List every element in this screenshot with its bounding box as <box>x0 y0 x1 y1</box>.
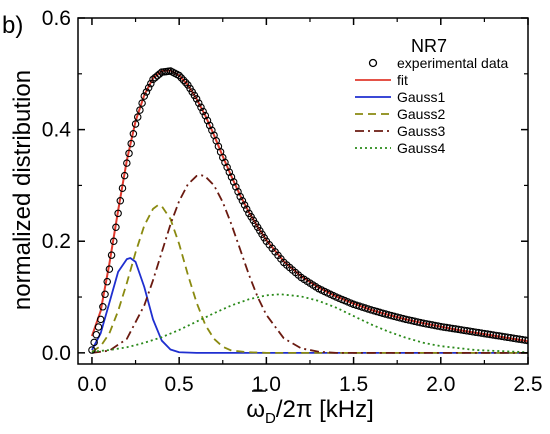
data-point <box>205 121 214 130</box>
legend-label: Gauss1 <box>397 89 445 105</box>
data-point <box>208 126 216 135</box>
legend-label: experimental data <box>397 55 509 71</box>
data-point <box>149 75 157 84</box>
legend-label: Gauss2 <box>397 106 445 122</box>
data-point <box>227 173 236 181</box>
series-line-gauss1 <box>91 257 528 354</box>
data-point <box>521 336 528 344</box>
data-point <box>147 79 155 88</box>
data-point <box>240 201 249 209</box>
data-point <box>125 149 133 158</box>
data-point <box>232 183 240 191</box>
data-point <box>203 116 212 125</box>
data-point <box>192 95 201 103</box>
data-point <box>138 99 146 107</box>
legend-swatch <box>368 58 378 68</box>
x-axis-title: ωD/2π [kHz] <box>246 390 374 427</box>
data-point <box>225 168 234 176</box>
data-point <box>243 205 251 213</box>
legend-title: NR7 <box>411 36 447 56</box>
data-point <box>112 223 120 232</box>
legend: NR7 experimental datafitGauss1Gauss2Gaus… <box>355 36 509 156</box>
data-point <box>140 92 149 100</box>
series-line-gauss3 <box>91 174 528 354</box>
data-point <box>175 71 183 80</box>
data-point <box>199 107 207 116</box>
data-point <box>201 111 210 120</box>
data-point <box>144 84 153 92</box>
data-point <box>88 346 96 354</box>
data-point <box>133 113 142 121</box>
data-point <box>238 197 247 205</box>
data-point <box>219 153 227 162</box>
series-layer <box>88 67 528 354</box>
data-point <box>127 139 135 148</box>
data-point <box>229 178 238 186</box>
panel-label: b) <box>2 12 23 39</box>
data-point <box>234 187 242 196</box>
y-tick-label: 0.0 <box>42 342 71 365</box>
data-point <box>90 338 98 347</box>
data-point <box>151 73 159 82</box>
data-point <box>94 323 103 331</box>
x-tick-label: 1.0 <box>252 373 281 396</box>
data-point <box>195 99 203 107</box>
data-point <box>123 159 131 167</box>
data-point <box>153 72 162 80</box>
data-point <box>136 106 144 114</box>
data-point <box>181 78 190 87</box>
legend-label: Gauss3 <box>397 123 445 139</box>
data-point <box>223 163 231 172</box>
data-point <box>142 88 151 96</box>
data-point <box>107 251 116 259</box>
ticks-layer <box>78 17 529 364</box>
y-tick-label: 0.2 <box>42 230 71 253</box>
data-point <box>118 184 127 192</box>
svg-text:ωD/2π [kHz]: ωD/2π [kHz] <box>246 396 374 427</box>
x-tick-label: 2.5 <box>513 373 542 396</box>
data-point <box>197 103 205 112</box>
experimental-data-series <box>88 67 528 354</box>
data-point <box>131 120 140 128</box>
x-axis-title-subscript: D <box>265 410 276 427</box>
data-point <box>101 290 109 298</box>
x-axis-title-rest: /2π [kHz] <box>276 396 374 423</box>
x-tick-label: 1.5 <box>339 373 368 396</box>
data-point <box>114 209 122 218</box>
data-point <box>103 277 111 286</box>
data-point <box>129 130 138 138</box>
data-point <box>155 70 164 78</box>
data-point <box>105 265 114 273</box>
x-tick-label: 0.0 <box>77 373 106 396</box>
data-point <box>177 74 186 82</box>
tick-labels-layer: 0.0 0.5 1.0 1.5 2.0 2.5 0.0 0.2 0.4 0.6 <box>42 7 543 396</box>
data-point <box>221 158 229 167</box>
data-point <box>120 171 129 180</box>
series-line-gauss2 <box>91 204 528 354</box>
y-tick-label: 0.4 <box>42 119 72 142</box>
x-tick-label: 0.5 <box>165 373 194 396</box>
y-tick-label: 0.6 <box>42 7 71 30</box>
y-axis-title: normalized distribution <box>9 70 36 310</box>
data-point <box>116 197 125 205</box>
data-point <box>92 330 101 339</box>
x-axis-title-symbol: ω <box>246 396 265 423</box>
data-point <box>236 192 244 201</box>
data-point <box>179 76 188 84</box>
plot-frame <box>77 17 529 365</box>
series-line-gauss4 <box>91 293 528 354</box>
legend-label: fit <box>397 72 408 88</box>
data-point <box>110 237 118 245</box>
data-point <box>99 303 107 311</box>
x-tick-label: 2.0 <box>426 373 455 396</box>
legend-label: Gauss4 <box>397 140 445 156</box>
data-point <box>96 315 105 324</box>
